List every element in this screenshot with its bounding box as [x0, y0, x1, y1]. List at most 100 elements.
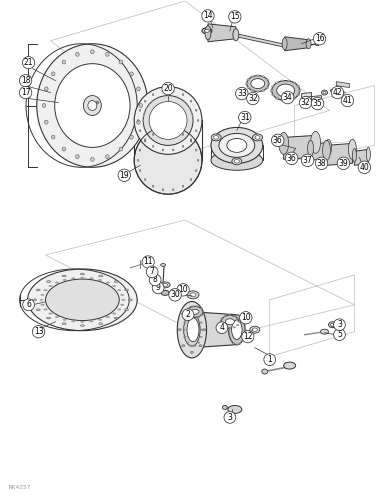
- Text: 18: 18: [21, 76, 30, 85]
- Ellipse shape: [55, 282, 59, 284]
- Ellipse shape: [197, 160, 199, 162]
- Text: 33: 33: [237, 89, 247, 98]
- Ellipse shape: [99, 323, 103, 324]
- Ellipse shape: [262, 76, 265, 78]
- Text: 3: 3: [227, 413, 232, 422]
- Text: 38: 38: [317, 159, 326, 168]
- Ellipse shape: [194, 313, 196, 314]
- Ellipse shape: [113, 286, 116, 287]
- Ellipse shape: [250, 326, 260, 333]
- Ellipse shape: [322, 90, 327, 95]
- Ellipse shape: [134, 86, 202, 154]
- Ellipse shape: [197, 342, 200, 344]
- Ellipse shape: [202, 311, 204, 312]
- Ellipse shape: [200, 308, 203, 310]
- Ellipse shape: [195, 149, 197, 151]
- Text: 2: 2: [186, 310, 190, 320]
- Ellipse shape: [190, 352, 193, 354]
- Text: 8: 8: [153, 276, 157, 284]
- Ellipse shape: [191, 316, 194, 318]
- Text: 10: 10: [178, 286, 188, 294]
- Ellipse shape: [80, 325, 85, 326]
- Ellipse shape: [266, 78, 269, 80]
- Ellipse shape: [232, 158, 242, 165]
- Ellipse shape: [117, 290, 121, 291]
- Ellipse shape: [266, 86, 269, 88]
- Ellipse shape: [187, 306, 203, 318]
- Polygon shape: [354, 150, 368, 166]
- Ellipse shape: [195, 109, 197, 111]
- Ellipse shape: [233, 29, 239, 41]
- Ellipse shape: [284, 362, 296, 369]
- Ellipse shape: [137, 120, 139, 122]
- Ellipse shape: [76, 52, 79, 56]
- Text: RK4257: RK4257: [8, 485, 31, 490]
- Text: 32: 32: [301, 98, 310, 107]
- Ellipse shape: [91, 158, 94, 162]
- Ellipse shape: [230, 340, 232, 341]
- Ellipse shape: [137, 160, 139, 162]
- Ellipse shape: [178, 328, 181, 330]
- Ellipse shape: [51, 135, 55, 139]
- Ellipse shape: [139, 170, 141, 172]
- Ellipse shape: [186, 316, 189, 318]
- Ellipse shape: [113, 313, 116, 314]
- Ellipse shape: [146, 108, 147, 109]
- Ellipse shape: [191, 111, 192, 112]
- Ellipse shape: [242, 318, 244, 320]
- Text: 30: 30: [170, 290, 180, 300]
- Ellipse shape: [187, 308, 190, 310]
- Ellipse shape: [139, 149, 141, 151]
- Ellipse shape: [238, 321, 240, 322]
- Ellipse shape: [143, 116, 144, 117]
- Ellipse shape: [247, 78, 250, 80]
- Ellipse shape: [195, 130, 197, 132]
- Ellipse shape: [277, 84, 295, 97]
- Ellipse shape: [220, 321, 222, 322]
- Ellipse shape: [197, 316, 200, 318]
- Ellipse shape: [320, 329, 328, 334]
- Ellipse shape: [262, 90, 265, 92]
- Ellipse shape: [180, 98, 181, 100]
- Ellipse shape: [184, 336, 186, 338]
- Text: 39: 39: [339, 159, 348, 168]
- Text: 42: 42: [333, 88, 342, 97]
- Ellipse shape: [221, 318, 223, 319]
- Ellipse shape: [173, 149, 174, 151]
- Ellipse shape: [325, 140, 332, 156]
- Ellipse shape: [199, 312, 202, 314]
- Ellipse shape: [62, 60, 66, 64]
- Ellipse shape: [200, 314, 203, 316]
- Ellipse shape: [160, 282, 170, 288]
- Ellipse shape: [282, 38, 287, 50]
- Polygon shape: [311, 142, 328, 160]
- Ellipse shape: [144, 138, 146, 140]
- Polygon shape: [327, 144, 352, 166]
- Ellipse shape: [76, 154, 79, 158]
- Ellipse shape: [233, 315, 235, 316]
- Ellipse shape: [55, 64, 130, 148]
- Ellipse shape: [205, 30, 210, 32]
- Ellipse shape: [139, 109, 141, 111]
- Ellipse shape: [176, 96, 177, 98]
- Ellipse shape: [63, 319, 66, 320]
- Ellipse shape: [186, 311, 188, 312]
- Ellipse shape: [27, 269, 137, 330]
- Ellipse shape: [117, 308, 121, 310]
- Ellipse shape: [211, 134, 221, 141]
- Ellipse shape: [173, 189, 174, 191]
- Ellipse shape: [161, 264, 166, 266]
- Ellipse shape: [293, 98, 296, 100]
- Ellipse shape: [62, 275, 66, 277]
- Ellipse shape: [297, 86, 300, 87]
- Ellipse shape: [182, 134, 184, 136]
- Ellipse shape: [144, 140, 146, 142]
- Ellipse shape: [200, 336, 202, 338]
- Ellipse shape: [44, 120, 48, 124]
- Ellipse shape: [270, 90, 273, 92]
- Ellipse shape: [41, 304, 44, 306]
- Ellipse shape: [81, 321, 84, 322]
- Ellipse shape: [173, 130, 174, 132]
- Ellipse shape: [239, 315, 241, 316]
- Ellipse shape: [177, 302, 207, 358]
